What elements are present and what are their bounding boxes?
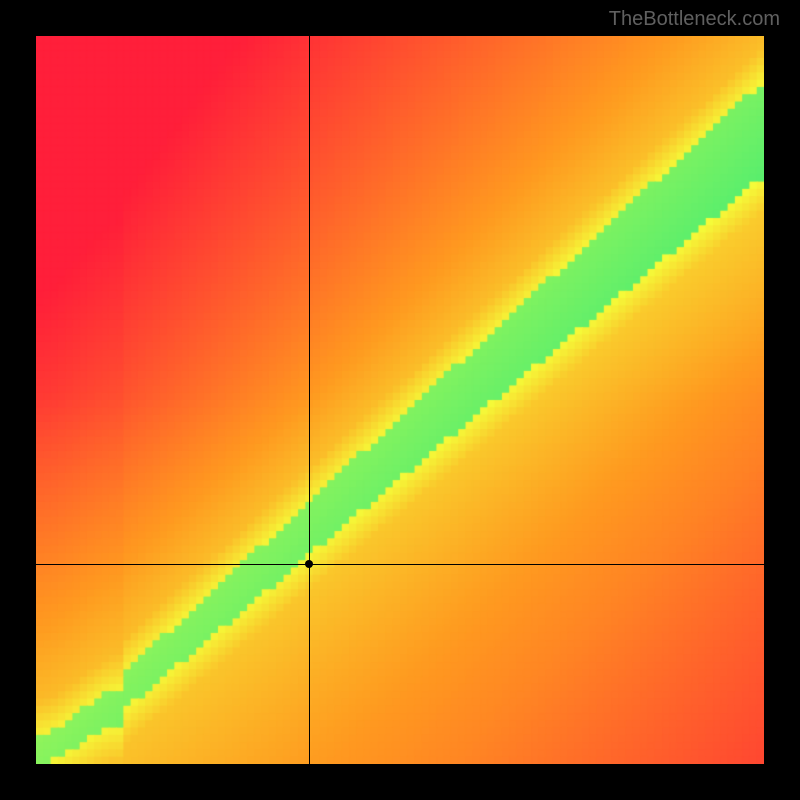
heatmap-canvas (36, 36, 764, 764)
crosshair-horizontal (36, 564, 764, 565)
heatmap-plot (36, 36, 764, 764)
crosshair-vertical (309, 36, 310, 764)
crosshair-marker-dot (305, 560, 313, 568)
watermark-text: TheBottleneck.com (609, 8, 780, 31)
